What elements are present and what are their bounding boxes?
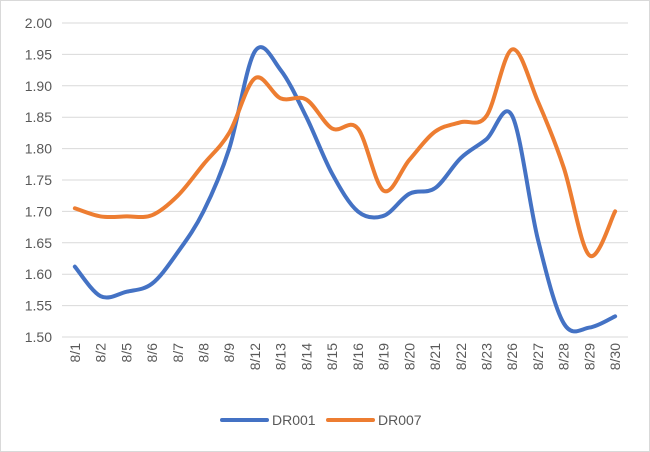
y-tick-label: 1.85 (25, 109, 52, 125)
series-line-dr001 (72, 45, 618, 334)
x-tick-label: 8/19 (376, 343, 392, 370)
x-tick-label: 8/15 (324, 343, 340, 370)
x-tick-label: 8/14 (298, 343, 314, 370)
y-tick-label: 1.50 (25, 329, 52, 345)
x-tick-label: 8/2 (93, 343, 109, 363)
legend-label: DR001 (272, 412, 316, 428)
series-line-dr007 (72, 47, 618, 259)
series-lines (72, 45, 618, 334)
x-tick-label: 8/27 (530, 343, 546, 370)
x-tick-label: 8/29 (581, 343, 597, 370)
y-tick-label: 1.75 (25, 172, 52, 188)
gridlines (62, 22, 628, 338)
x-tick-label: 8/22 (453, 343, 469, 370)
y-tick-label: 2.00 (25, 15, 52, 31)
y-tick-label: 1.90 (25, 78, 52, 94)
y-axis-ticks: 1.50 1.55 1.60 1.65 1.70 1.75 1.80 1.85 1.90 1.95… (25, 15, 52, 345)
x-tick-label: 8/12 (247, 343, 263, 370)
y-tick-label: 1.55 (25, 298, 52, 314)
x-tick-label: 8/6 (144, 343, 160, 363)
y-tick-label: 1.60 (25, 266, 52, 282)
x-tick-label: 8/30 (607, 343, 623, 370)
x-tick-label: 8/5 (118, 343, 134, 363)
x-tick-label: 8/16 (350, 343, 366, 370)
x-tick-label: 8/7 (170, 343, 186, 363)
x-tick-label: 8/9 (221, 343, 237, 363)
x-tick-label: 8/1 (67, 343, 83, 363)
y-tick-label: 1.80 (25, 141, 52, 157)
y-tick-label: 1.65 (25, 235, 52, 251)
x-axis-ticks: 8/1 8/2 8/5 8/6 8/7 8/8 8/9 8/12 8/13 8/14 8/15 8/1… (67, 343, 623, 370)
x-tick-label: 8/8 (196, 343, 212, 363)
x-tick-label: 8/13 (273, 343, 289, 370)
x-tick-label: 8/26 (504, 343, 520, 370)
legend-label: DR007 (378, 412, 422, 428)
x-tick-label: 8/28 (556, 343, 572, 370)
x-tick-label: 8/23 (479, 343, 495, 370)
y-tick-label: 1.95 (25, 46, 52, 62)
x-tick-label: 8/21 (427, 343, 443, 370)
legend: DR001 DR007 (220, 412, 422, 428)
x-tick-label: 8/20 (401, 343, 417, 370)
y-tick-label: 1.70 (25, 203, 52, 219)
